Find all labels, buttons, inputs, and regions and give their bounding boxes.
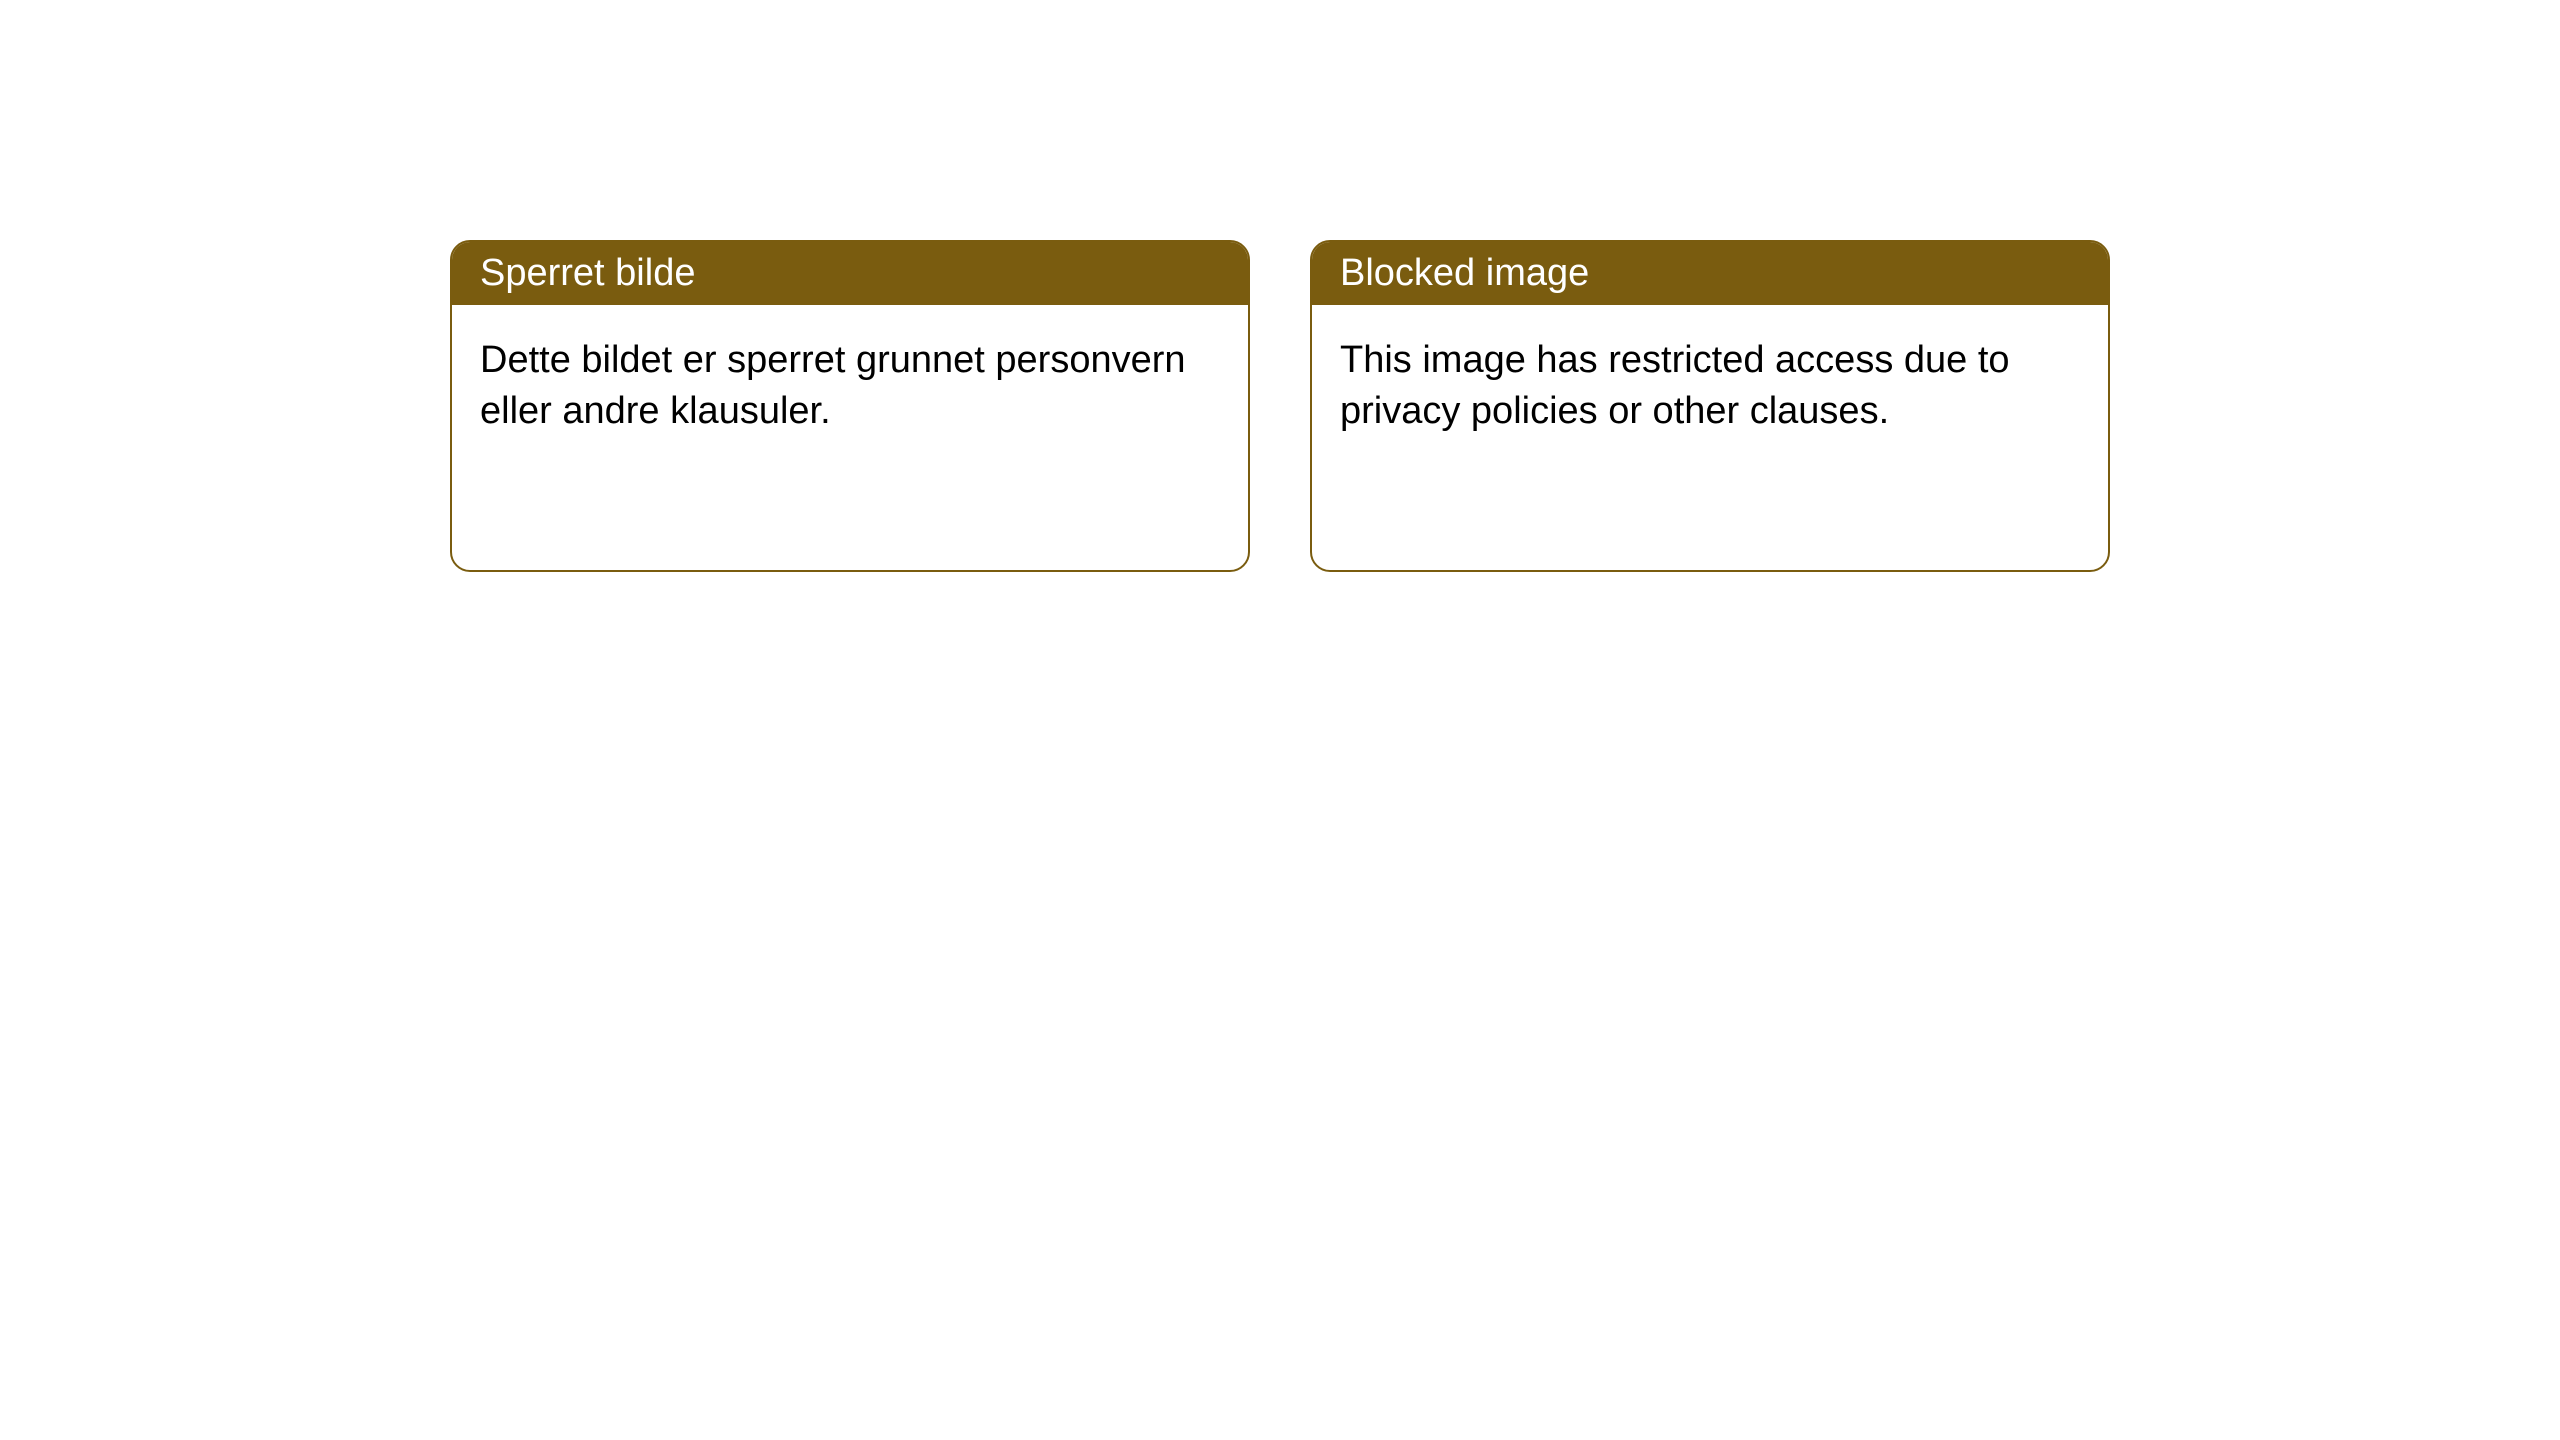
notice-container: Sperret bilde Dette bildet er sperret gr… (0, 0, 2560, 572)
card-header: Sperret bilde (452, 242, 1248, 305)
notice-card-norwegian: Sperret bilde Dette bildet er sperret gr… (450, 240, 1250, 572)
card-header: Blocked image (1312, 242, 2108, 305)
notice-card-english: Blocked image This image has restricted … (1310, 240, 2110, 572)
card-body: Dette bildet er sperret grunnet personve… (452, 305, 1248, 468)
card-body: This image has restricted access due to … (1312, 305, 2108, 468)
